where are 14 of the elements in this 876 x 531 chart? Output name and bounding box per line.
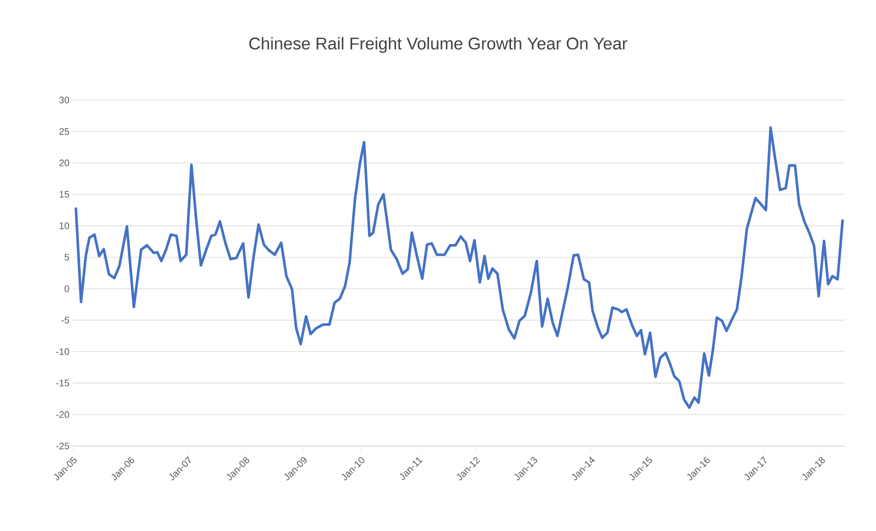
y-tick-label: -5 [61,316,70,324]
chart-title: Chinese Rail Freight Volume Growth Year On Year [249,37,628,53]
y-tick-label: -10 [56,348,70,355]
y-tick-label: 25 [59,128,70,135]
y-tick-label: 5 [64,254,70,261]
line-series [74,126,844,409]
y-tick-label: 10 [60,222,70,230]
y-tick-label: -20 [56,411,70,418]
y-tick-label: 15 [60,191,70,198]
y-tick-label: -15 [56,380,70,386]
y-tick-label: 30 [59,96,70,104]
y-tick-label: 20 [59,160,70,166]
y-tick-label: 0 [64,285,70,292]
y-tick-label: -25 [56,442,70,450]
